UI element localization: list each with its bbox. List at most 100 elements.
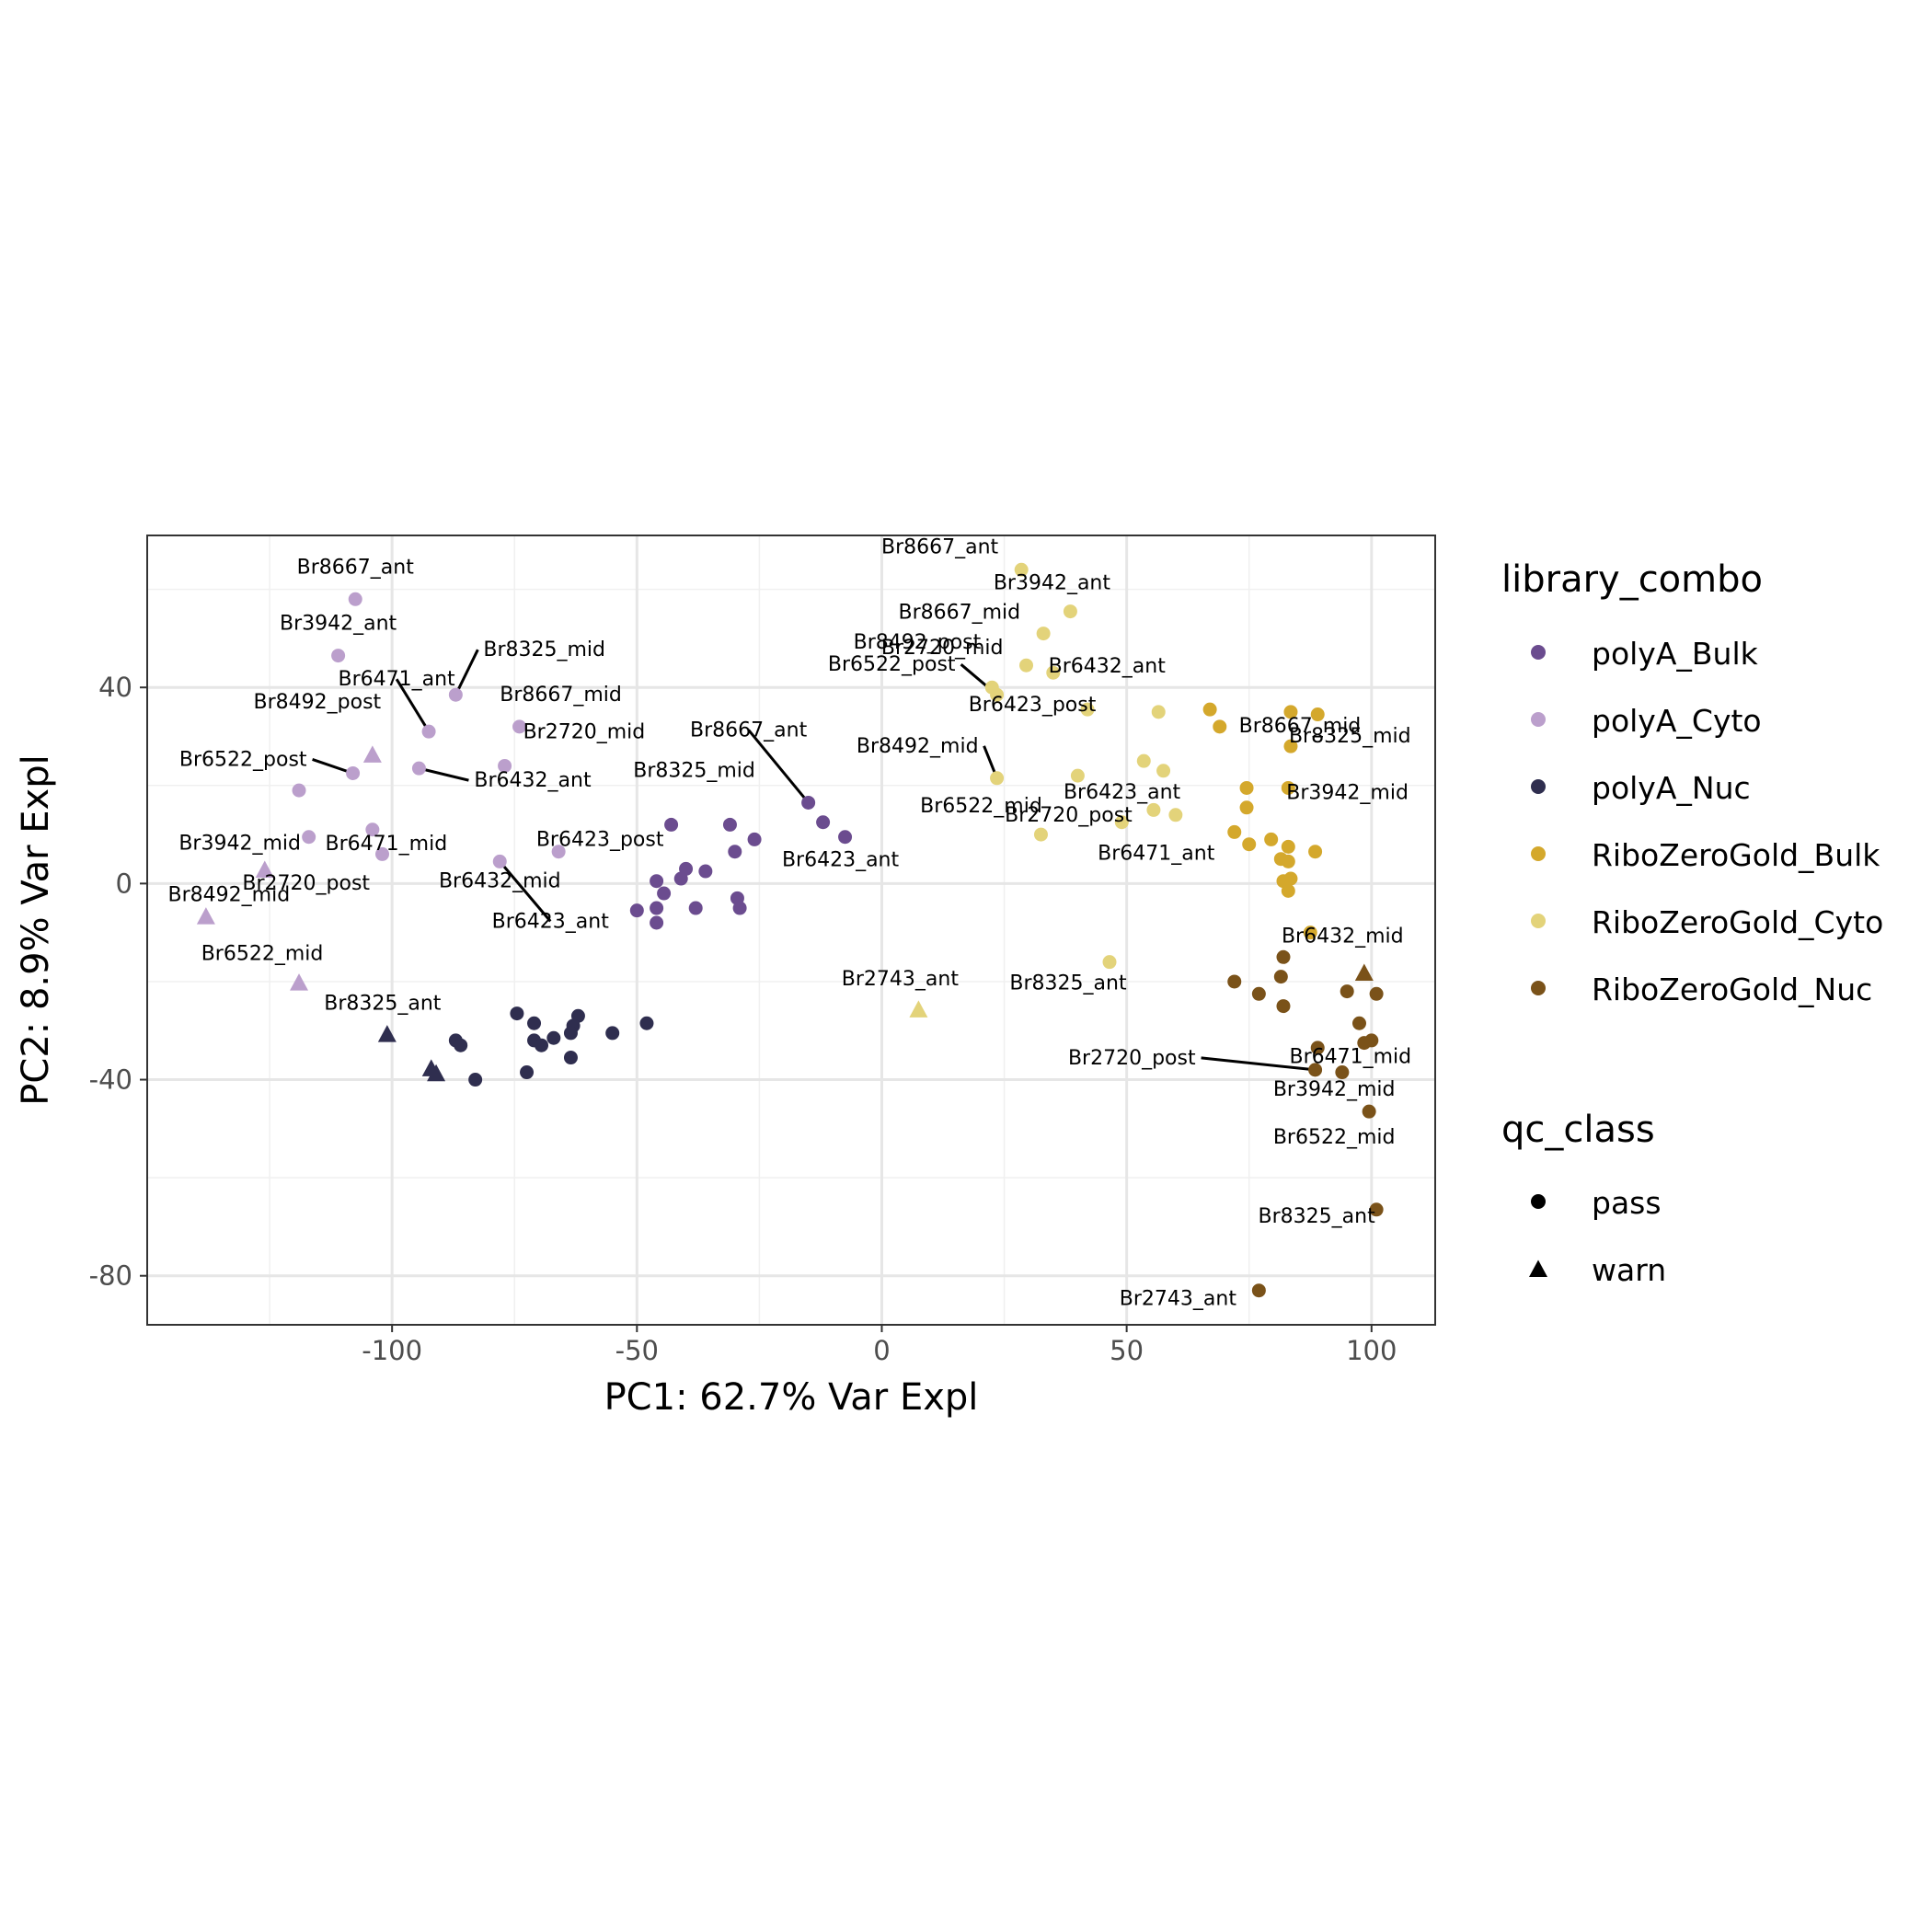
point-label: Br6432_ant bbox=[474, 769, 592, 792]
series-polyA_Cyto bbox=[196, 592, 566, 991]
legend-key-polyA_Cyto bbox=[1531, 712, 1546, 727]
data-point-pass bbox=[1014, 562, 1029, 577]
plot-panel-border bbox=[146, 535, 1436, 1326]
data-point-pass bbox=[698, 864, 713, 879]
data-point-warn bbox=[362, 745, 382, 763]
point-label: Br8492_mid bbox=[168, 884, 291, 907]
x-tick-label: 0 bbox=[873, 1335, 890, 1366]
label-leader-line bbox=[454, 649, 479, 696]
point-label: Br6522_mid bbox=[1273, 1126, 1396, 1149]
data-point-pass bbox=[1310, 1041, 1325, 1055]
series-RiboZeroGold_Nuc bbox=[1227, 949, 1384, 1298]
data-point-pass bbox=[650, 874, 664, 889]
point-label: Br8667_ant bbox=[690, 719, 808, 742]
y-tick-label: 40 bbox=[98, 672, 132, 703]
point-label: Br6432_mid bbox=[1282, 925, 1404, 948]
legend-label-RiboZeroGold_Bulk: RiboZeroGold_Bulk bbox=[1592, 837, 1880, 873]
data-point-pass bbox=[1283, 871, 1298, 886]
data-point-pass bbox=[1146, 802, 1161, 817]
legend-key-RiboZeroGold_Nuc bbox=[1531, 981, 1546, 995]
point-label: Br2720_mid bbox=[881, 637, 1004, 660]
data-point-pass bbox=[1168, 808, 1183, 822]
data-point-pass bbox=[1070, 768, 1085, 783]
point-label: Br2720_post bbox=[242, 872, 370, 895]
data-point-pass bbox=[1283, 739, 1298, 753]
data-point-pass bbox=[732, 901, 747, 915]
data-point-warn bbox=[196, 907, 215, 925]
point-label: Br3942_mid bbox=[178, 833, 301, 856]
data-point-pass bbox=[1308, 845, 1323, 859]
y-tick-label: -40 bbox=[89, 1064, 132, 1096]
data-point-pass bbox=[1136, 753, 1151, 768]
data-point-pass bbox=[375, 846, 390, 861]
data-point-pass bbox=[512, 719, 527, 734]
data-point-pass bbox=[1202, 702, 1217, 717]
data-point-pass bbox=[1276, 999, 1291, 1014]
data-point-pass bbox=[1019, 658, 1034, 673]
data-point-warn bbox=[377, 1025, 397, 1042]
legend-label-polyA_Bulk: polyA_Bulk bbox=[1592, 636, 1759, 672]
data-point-pass bbox=[348, 592, 362, 606]
data-point-pass bbox=[1281, 780, 1295, 795]
label-leaders bbox=[312, 649, 1316, 1072]
point-label: Br6522_post bbox=[179, 748, 307, 771]
data-point-pass bbox=[816, 815, 831, 830]
point-label: Br2720_post bbox=[1068, 1047, 1196, 1070]
point-label: Br2720_post bbox=[1005, 804, 1133, 827]
data-point-pass bbox=[728, 845, 742, 859]
point-label: Br2743_ant bbox=[1120, 1288, 1237, 1311]
data-point-pass bbox=[498, 758, 512, 773]
data-point-pass bbox=[1213, 719, 1227, 734]
data-point-pass bbox=[1251, 1283, 1266, 1298]
grid bbox=[147, 535, 1435, 1325]
data-point-pass bbox=[527, 1016, 542, 1030]
point-label: Br6471_ant bbox=[1098, 842, 1215, 865]
data-point-pass bbox=[1273, 970, 1288, 984]
point-label: Br2743_ant bbox=[842, 968, 960, 991]
data-point-pass bbox=[1283, 705, 1298, 719]
data-point-pass bbox=[664, 817, 679, 832]
point-label: Br8492_post bbox=[254, 691, 382, 714]
data-point-pass bbox=[1351, 1016, 1366, 1030]
data-point-pass bbox=[1239, 780, 1254, 795]
label-leader-line bbox=[419, 766, 469, 782]
data-point-pass bbox=[1308, 1063, 1323, 1077]
data-point-pass bbox=[801, 795, 816, 810]
point-label: Br8325_ant bbox=[1259, 1205, 1376, 1228]
legend-key-polyA_Bulk bbox=[1531, 645, 1546, 660]
legend-label-RiboZeroGold_Cyto: RiboZeroGold_Cyto bbox=[1592, 904, 1883, 940]
legend: library_combo polyA_Bulk polyA_Cyto polyA_N… bbox=[1501, 558, 1883, 1288]
data-point-pass bbox=[346, 765, 361, 780]
point-label: Br3942_mid bbox=[1286, 781, 1409, 804]
data-point-pass bbox=[292, 783, 306, 798]
label-leader-line bbox=[747, 729, 810, 804]
data-point-pass bbox=[1276, 949, 1291, 964]
point-label: Br6423_ant bbox=[492, 910, 610, 933]
data-point-pass bbox=[1251, 986, 1266, 1001]
legend-key-warn bbox=[1529, 1259, 1547, 1277]
legend-label-polyA_Nuc: polyA_Nuc bbox=[1592, 770, 1751, 806]
data-point-warn bbox=[255, 860, 274, 879]
point-label: Br8492_mid bbox=[857, 735, 979, 758]
point-label: Br6522_post bbox=[828, 653, 956, 676]
data-point-pass bbox=[468, 1073, 483, 1087]
data-point-pass bbox=[657, 886, 672, 901]
x-tick-label: 100 bbox=[1346, 1335, 1397, 1366]
point-label: Br8667_mid bbox=[899, 602, 1021, 625]
point-label: Br8667_mid bbox=[500, 684, 622, 707]
series-RiboZeroGold_Cyto bbox=[909, 562, 1183, 1018]
data-point-pass bbox=[448, 687, 463, 702]
data-point-pass bbox=[510, 1006, 524, 1021]
y-tick-label: 0 bbox=[116, 868, 132, 899]
point-labels: Br8667_ant Br3942_ant Br8325_mid Br6471_ant… bbox=[168, 535, 1412, 1310]
data-point-pass bbox=[1303, 926, 1317, 940]
point-label: Br8667_mid bbox=[1239, 715, 1362, 738]
point-label: Br6471_ant bbox=[338, 668, 455, 691]
data-point-pass bbox=[1114, 815, 1129, 830]
data-point-pass bbox=[1310, 707, 1325, 722]
point-label: Br8667_ant bbox=[881, 535, 999, 558]
point-label: Br3942_mid bbox=[1273, 1078, 1396, 1101]
point-label: Br2720_mid bbox=[523, 720, 646, 743]
point-label: Br6432_mid bbox=[439, 869, 561, 892]
